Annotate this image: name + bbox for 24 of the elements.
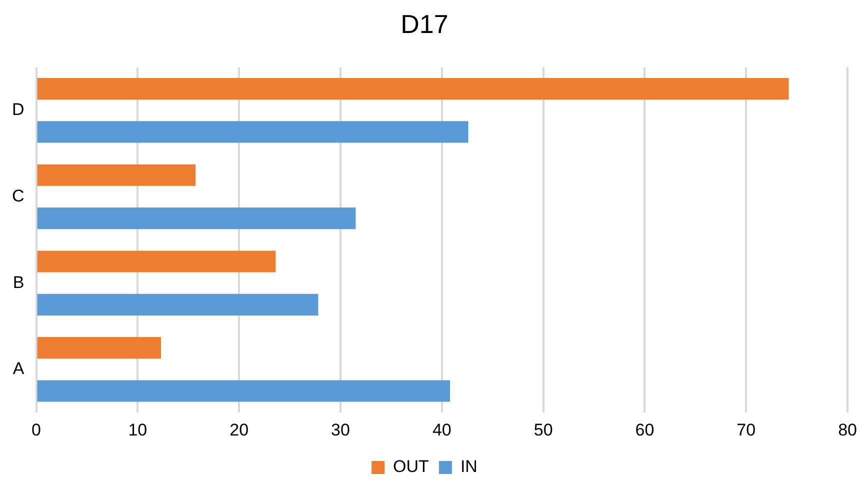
y-tick-label: C (12, 186, 24, 206)
bar (37, 121, 468, 143)
bar (37, 78, 789, 100)
y-tick-label: B (12, 272, 24, 292)
x-tick-label: 30 (331, 420, 350, 440)
x-tick-label: 0 (32, 420, 42, 440)
x-tick-label: 80 (838, 420, 858, 440)
bar (37, 250, 276, 272)
legend-label: OUT (393, 457, 429, 476)
bar (37, 380, 450, 402)
bar (37, 294, 318, 316)
legend-label: IN (460, 457, 478, 476)
x-tick-label: 20 (230, 420, 249, 440)
y-tick-label: A (12, 359, 25, 378)
x-tick-label: 10 (128, 420, 148, 440)
x-tick-label: 50 (534, 420, 553, 440)
x-tick-label: 40 (432, 420, 452, 440)
chart-title: D17 (400, 8, 448, 39)
bar (37, 337, 162, 359)
bar (37, 208, 356, 230)
bar (37, 164, 196, 186)
y-tick-label: D (12, 100, 24, 120)
x-tick-label: 60 (635, 420, 654, 440)
x-tick-label: 70 (736, 420, 756, 440)
